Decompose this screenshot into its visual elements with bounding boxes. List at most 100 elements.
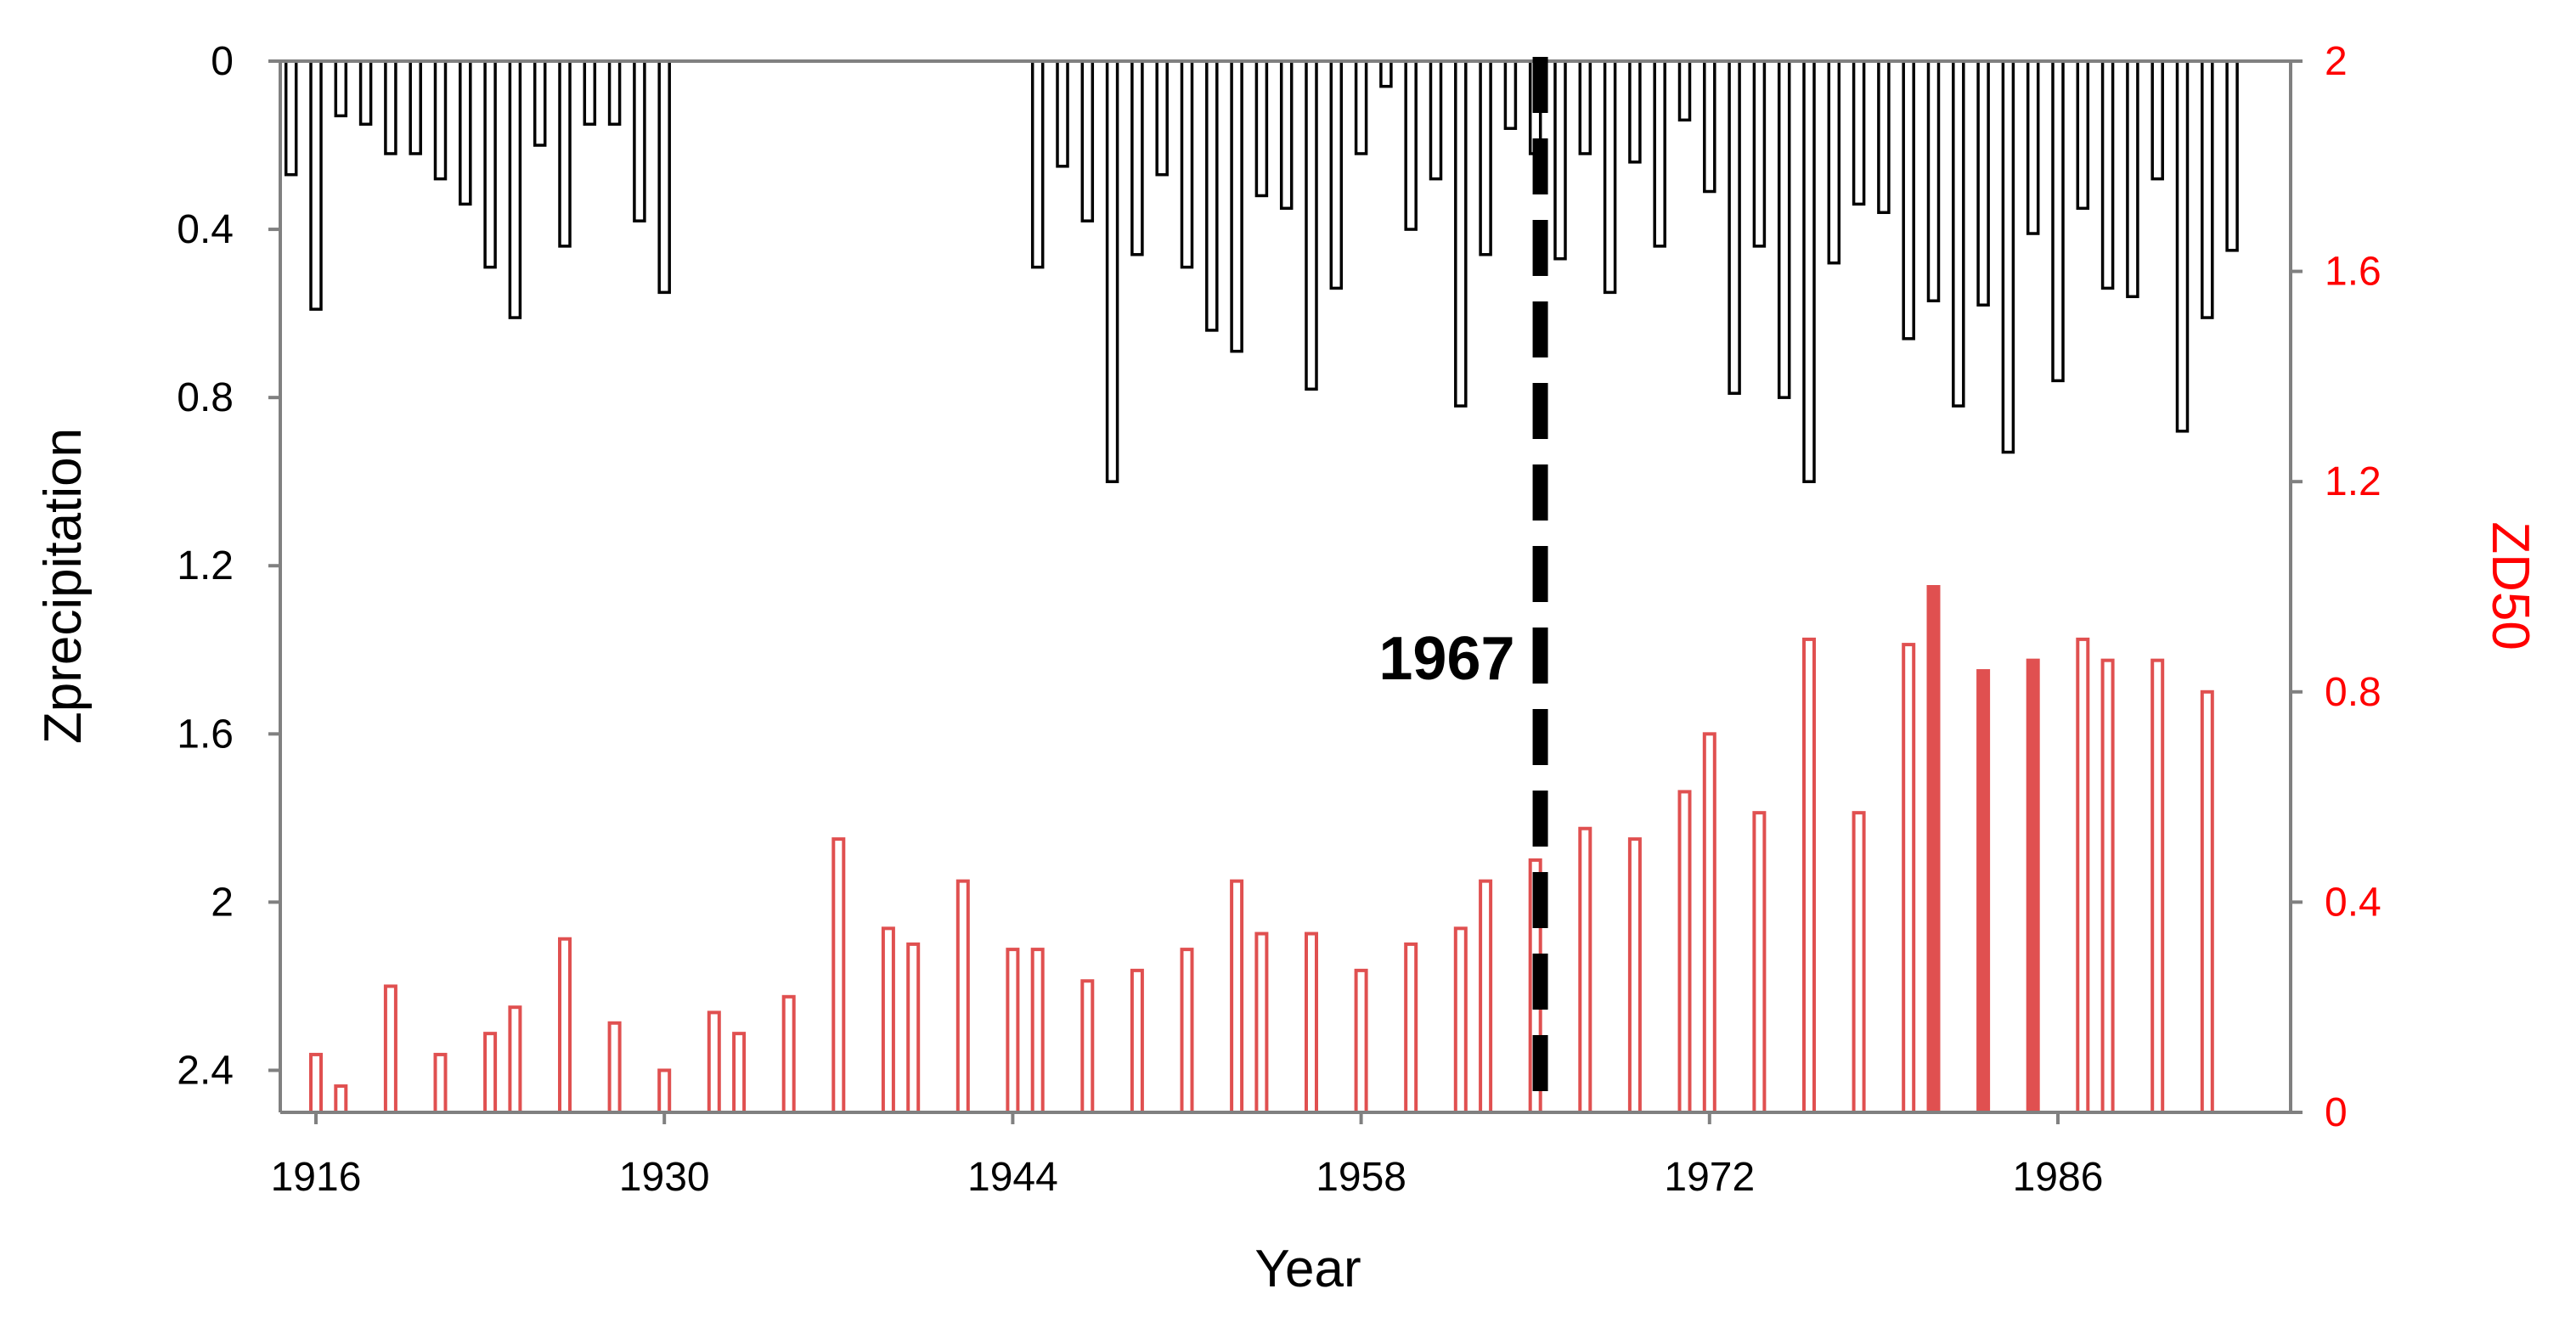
zd50-bar-1987 <box>2076 637 2090 1114</box>
precip-bar-1928 <box>607 59 622 127</box>
zd50-bar-1951 <box>1180 948 1194 1114</box>
zd50-bar-1916 <box>309 1052 323 1115</box>
precip-bar-1957 <box>1329 59 1344 290</box>
precip-bar-1967 <box>1578 59 1592 155</box>
precip-bar-1984 <box>2001 59 2015 454</box>
zd50-bar-1976 <box>1802 637 1816 1114</box>
precipitation-bars <box>284 59 2239 483</box>
precip-bar-1945 <box>1030 59 1045 269</box>
left-tick-label: 1.6 <box>177 712 234 757</box>
right-tick-label: 0.8 <box>2325 670 2382 715</box>
precip-bar-1991 <box>2175 59 2190 433</box>
zd50-bar-1924 <box>508 1005 522 1114</box>
zd50-bar-1958 <box>1354 968 1368 1114</box>
zd50-bar-1945 <box>1030 948 1045 1114</box>
zd50-bar-1926 <box>558 937 572 1114</box>
zd50-bar-1960 <box>1404 942 1418 1115</box>
zd50-bar-1978 <box>1852 811 1866 1114</box>
precip-bar-1985 <box>2026 59 2040 235</box>
precip-bar-1964 <box>1503 59 1518 130</box>
zd50-bar-1933 <box>732 1032 747 1115</box>
precip-bar-1918 <box>358 59 373 127</box>
right-tick-label: 0 <box>2325 1090 2348 1135</box>
zd50-bar-1969 <box>1627 837 1642 1114</box>
left-axis-ticks: 0 0.4 0.8 1.2 1.6 2 2.4 <box>177 39 280 1093</box>
right-axis-ticks: 0 0.4 0.8 1.2 1.6 2 <box>2291 39 2382 1135</box>
left-tick-label: 1.2 <box>177 543 234 588</box>
zd50-bar-1939 <box>881 926 895 1114</box>
precip-bar-1988 <box>2100 59 2115 290</box>
precip-bar-1929 <box>633 59 646 222</box>
precip-bar-1950 <box>1155 59 1169 177</box>
zd50-bar-1956 <box>1305 931 1318 1115</box>
precip-bar-1915 <box>284 59 298 177</box>
left-tick-label: 2.4 <box>177 1048 234 1093</box>
precip-bar-1978 <box>1852 59 1866 206</box>
right-tick-label: 2 <box>2325 39 2348 84</box>
zd50-bar-1919 <box>383 984 397 1114</box>
precip-bar-1977 <box>1827 59 1841 265</box>
zd50-bar-1972 <box>1702 732 1716 1114</box>
zd50-bar-1981 <box>1926 585 1941 1114</box>
left-tick-label: 0.4 <box>177 207 234 252</box>
left-tick-label: 0 <box>211 39 234 84</box>
precip-bar-1949 <box>1130 59 1144 256</box>
zd50-bar-1962 <box>1453 926 1468 1114</box>
x-tick-label: 1986 <box>2013 1155 2104 1200</box>
precip-bar-1960 <box>1404 59 1418 231</box>
zd50-bar-1932 <box>707 1010 721 1115</box>
zd50-bar-1953 <box>1230 879 1244 1114</box>
precip-bar-1972 <box>1703 59 1716 194</box>
zd50-bar-1992 <box>2200 689 2214 1114</box>
precip-bar-1959 <box>1379 59 1393 88</box>
zd50-bar-1974 <box>1752 811 1767 1114</box>
precip-bar-1971 <box>1677 59 1692 122</box>
precip-bar-1992 <box>2201 59 2214 319</box>
right-tick-label: 1.6 <box>2325 250 2382 295</box>
left-tick-label: 0.8 <box>177 375 234 420</box>
precip-bar-1919 <box>384 59 397 155</box>
precip-bar-1968 <box>1603 59 1617 295</box>
zd50-bar-1971 <box>1677 790 1692 1114</box>
precip-bar-1983 <box>1976 59 1990 307</box>
zd50-bar-1935 <box>781 994 796 1114</box>
precip-bar-1981 <box>1926 59 1941 303</box>
zd50-bar-1944 <box>1006 948 1020 1114</box>
zd50-bar-1921 <box>433 1052 448 1115</box>
precip-bar-1973 <box>1728 59 1741 395</box>
right-tick-label: 1.2 <box>2325 459 2382 504</box>
zd50-bar-1967 <box>1578 826 1592 1114</box>
zd50-bar-1980 <box>1902 643 1916 1114</box>
x-tick-label: 1930 <box>619 1155 710 1200</box>
precip-bar-1961 <box>1429 59 1443 181</box>
precip-bar-1990 <box>2150 59 2164 181</box>
zd50-bars <box>309 585 2214 1115</box>
left-tick-label: 2 <box>211 880 234 925</box>
zd50-bar-1983 <box>1976 669 1991 1114</box>
precip-bar-1976 <box>1802 59 1816 483</box>
precip-bar-1958 <box>1354 59 1368 155</box>
x-axis-title: Year <box>1254 1240 1361 1298</box>
precip-bar-1925 <box>533 59 547 147</box>
zd50-bar-1985 <box>2026 658 2040 1114</box>
precip-bar-1926 <box>558 59 572 248</box>
zd50-bar-1928 <box>607 1021 622 1115</box>
x-axis-ticks: 1916 1930 1944 1958 1972 1986 <box>271 1112 2104 1200</box>
precip-bar-1953 <box>1230 59 1243 353</box>
precip-bar-1974 <box>1752 59 1767 248</box>
precip-bar-1946 <box>1056 59 1069 168</box>
precip-bar-1993 <box>2225 59 2239 252</box>
left-axis-title: Zprecipitation <box>34 428 93 744</box>
precip-bar-1947 <box>1080 59 1095 222</box>
precip-bar-1982 <box>1952 59 1965 408</box>
precip-bar-1987 <box>2076 59 2090 211</box>
zd50-bar-1937 <box>831 837 846 1114</box>
precip-bar-1986 <box>2051 59 2065 383</box>
zd50-bar-1942 <box>955 879 970 1114</box>
precip-bar-1923 <box>483 59 497 269</box>
zd50-bar-1923 <box>483 1032 498 1115</box>
zd50-bar-1988 <box>2100 658 2115 1114</box>
right-axis-title: ZD50 <box>2481 521 2539 650</box>
change-point-label: 1967 <box>1378 625 1514 693</box>
